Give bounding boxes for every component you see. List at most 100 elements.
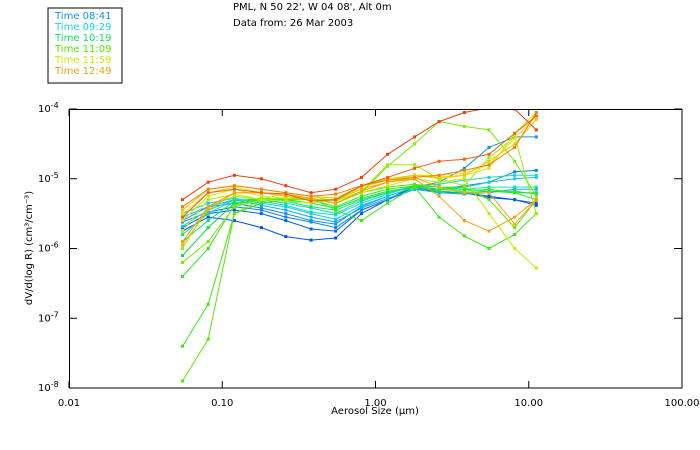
data-point	[259, 226, 263, 230]
data-point	[206, 240, 210, 243]
data-point	[534, 185, 538, 189]
data-point	[334, 212, 338, 216]
data-point	[232, 219, 236, 223]
data-point	[334, 192, 338, 196]
data-point	[413, 142, 417, 146]
data-point	[206, 194, 210, 198]
data-point	[386, 184, 390, 188]
data-point	[513, 170, 517, 174]
data-point	[309, 201, 313, 205]
data-point	[232, 184, 236, 188]
data-point	[206, 180, 210, 184]
data-point	[534, 187, 538, 191]
data-point	[534, 173, 538, 177]
data-point	[181, 229, 184, 233]
data-point	[259, 212, 263, 216]
x-axis: 0.01 0.10 1.00 10.00 100.00	[58, 109, 700, 409]
data-point	[413, 182, 417, 186]
data-point	[386, 152, 390, 156]
legend-entry: Time 12:49	[54, 66, 111, 77]
data-point	[259, 201, 263, 205]
data-point	[284, 208, 288, 212]
data-point	[206, 247, 210, 250]
data-point	[360, 187, 363, 191]
data-point	[206, 337, 210, 341]
data-point	[534, 111, 538, 114]
data-point	[181, 224, 184, 228]
data-point	[437, 173, 441, 177]
data-point	[487, 156, 491, 160]
y-tick-label: 10-5	[38, 171, 59, 185]
data-point	[437, 120, 441, 124]
data-point	[360, 194, 363, 198]
data-point	[487, 198, 491, 202]
data-point	[232, 191, 236, 195]
data-point	[181, 233, 184, 236]
data-point	[181, 212, 184, 216]
data-point	[462, 177, 466, 181]
data-point	[259, 177, 263, 181]
data-point	[309, 194, 313, 198]
data-point	[513, 226, 517, 230]
data-point	[309, 238, 313, 242]
data-point	[309, 219, 313, 223]
data-point	[513, 247, 517, 250]
data-point	[534, 203, 538, 207]
data-point	[487, 180, 491, 184]
data-point	[462, 234, 466, 238]
data-point	[284, 199, 288, 203]
data-point	[462, 187, 466, 191]
data-point	[437, 180, 441, 184]
data-point	[487, 212, 491, 216]
data-point	[206, 187, 210, 191]
data-point	[334, 198, 338, 202]
data-point	[309, 199, 313, 203]
data-point	[437, 159, 441, 163]
data-point	[534, 114, 538, 118]
data-point	[462, 173, 466, 177]
data-point	[534, 194, 538, 198]
data-point	[513, 177, 517, 181]
data-point	[181, 379, 184, 383]
data-point	[462, 166, 466, 170]
data-point	[334, 229, 338, 233]
data-point	[386, 180, 390, 184]
data-point	[487, 187, 491, 191]
data-point	[437, 175, 441, 179]
data-point	[462, 111, 466, 114]
data-point	[334, 187, 338, 191]
data-point	[284, 201, 288, 205]
data-point	[513, 222, 517, 226]
data-point	[206, 219, 210, 223]
x-axis-label: Aerosol Size (μm)	[331, 406, 419, 417]
data-point	[413, 175, 417, 179]
data-point	[513, 187, 517, 191]
data-point	[181, 198, 184, 202]
data-point	[181, 247, 184, 250]
data-point	[309, 210, 313, 214]
data-point	[334, 201, 338, 205]
data-point	[462, 124, 466, 128]
data-point	[534, 266, 538, 270]
data-point	[413, 135, 417, 139]
data-point	[206, 215, 210, 219]
data-point	[206, 198, 210, 202]
data-point	[462, 184, 466, 188]
data-point	[334, 236, 338, 240]
data-point	[284, 219, 288, 223]
data-point	[309, 196, 313, 200]
data-point	[284, 215, 288, 219]
legend-entry: Time 08:41	[54, 11, 111, 22]
data-point	[513, 185, 517, 189]
data-point	[386, 163, 390, 167]
data-point	[413, 166, 417, 170]
y-tick-label: 10-8	[38, 380, 59, 394]
data-point	[487, 152, 491, 156]
data-point	[437, 187, 441, 191]
chart-title-location: PML, N 50 22', W 04 08', Alt 0m	[233, 2, 392, 13]
data-point	[534, 118, 538, 121]
plot-frame	[69, 109, 683, 389]
y-tick-label: 10-4	[38, 101, 59, 115]
data-point	[284, 194, 288, 198]
data-point	[284, 212, 288, 216]
